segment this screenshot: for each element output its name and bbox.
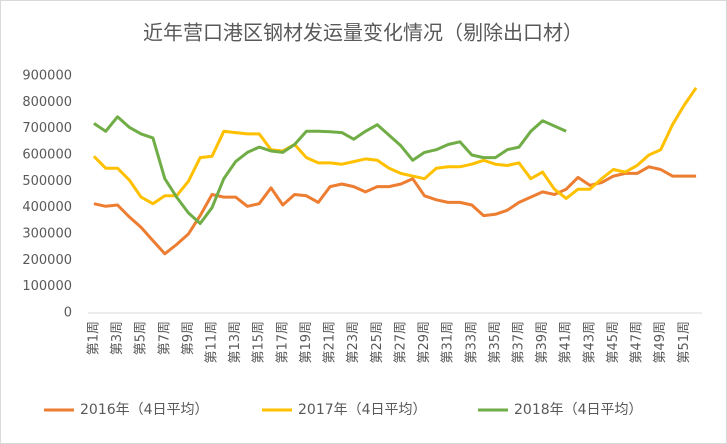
chart-title: 近年营口港区钢材发运量变化情况（剔除出口材）: [143, 21, 583, 45]
y-tick-label: 800000: [22, 95, 72, 110]
x-tick-label: 第45周: [606, 321, 621, 364]
x-tick-label: 第13周: [228, 321, 243, 364]
x-tick-label: 第29周: [417, 321, 432, 364]
x-tick-label: 第11周: [204, 321, 219, 364]
x-tick-label: 第15周: [252, 321, 267, 364]
x-tick-label: 第7周: [157, 321, 172, 355]
x-tick-label: 第47周: [630, 321, 645, 364]
y-tick-label: 600000: [22, 148, 72, 163]
x-tick-label: 第27周: [393, 321, 408, 364]
y-tick-label: 100000: [22, 279, 72, 294]
x-tick-label: 第43周: [582, 321, 597, 364]
x-tick-label: 第19周: [299, 321, 314, 364]
legend-label: 2016年（4日平均）: [80, 402, 209, 418]
x-tick-label: 第21周: [323, 321, 338, 364]
x-tick-label: 第23周: [346, 321, 361, 364]
y-tick-label: 700000: [22, 121, 72, 136]
legend-label: 2017年（4日平均）: [298, 402, 427, 418]
x-tick-label: 第3周: [110, 321, 125, 355]
y-tick-label: 0: [64, 306, 72, 321]
x-tick-label: 第37周: [511, 321, 526, 364]
legend-label: 2018年（4日平均）: [514, 402, 643, 418]
line-series: [93, 115, 567, 225]
x-tick-label: 第49周: [653, 321, 668, 364]
x-tick-label: 第41周: [559, 321, 574, 364]
x-tick-label: 第51周: [677, 321, 692, 364]
x-tick-label: 第1周: [86, 321, 101, 355]
x-tick-label: 第9周: [181, 321, 196, 355]
y-tick-label: 300000: [22, 227, 72, 242]
y-tick-label: 400000: [22, 200, 72, 215]
x-tick-label: 第33周: [464, 321, 479, 364]
x-tick-label: 第17周: [275, 321, 290, 364]
x-tick-label: 第5周: [134, 321, 149, 355]
x-tick-label: 第31周: [441, 321, 456, 364]
y-tick-label: 900000: [22, 69, 72, 84]
y-tick-label: 200000: [22, 253, 72, 268]
line-series: [92, 87, 698, 206]
x-tick-label: 第39周: [535, 321, 550, 364]
x-tick-label: 第25周: [370, 321, 385, 364]
y-tick-label: 500000: [22, 174, 72, 189]
x-tick-label: 第35周: [488, 321, 503, 364]
